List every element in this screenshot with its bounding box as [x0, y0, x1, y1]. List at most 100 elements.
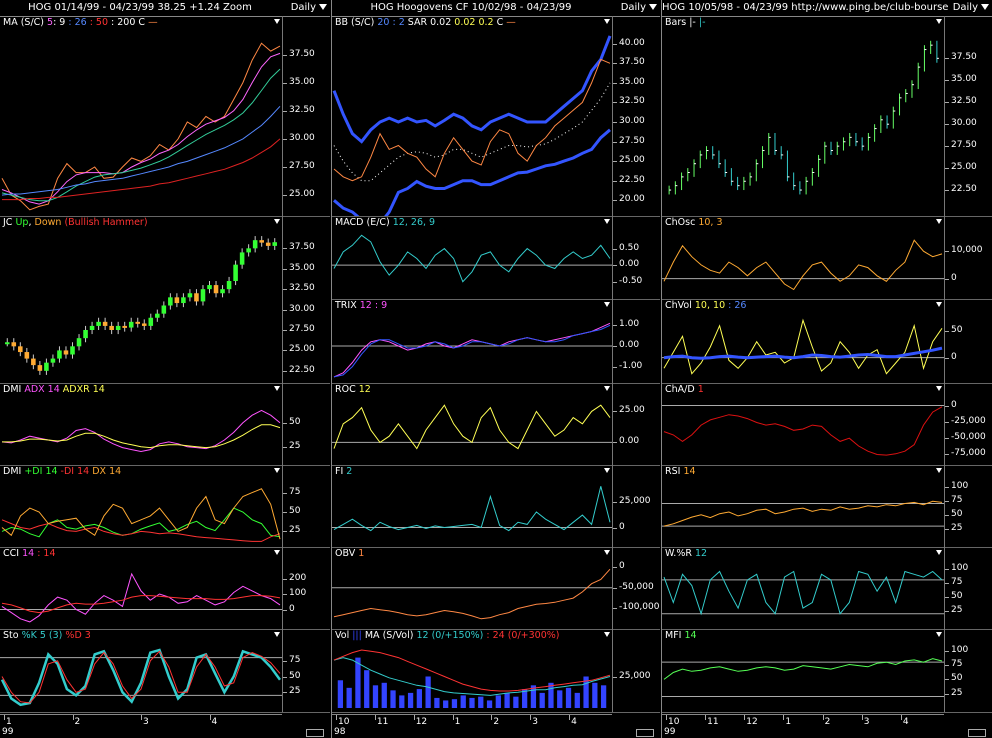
candle-body — [63, 350, 69, 355]
series-line-1 — [333, 404, 611, 450]
legend-entry: ChVol — [665, 300, 695, 311]
window-divider — [661, 0, 662, 738]
panel-menu-icon[interactable] — [604, 632, 610, 637]
panel-menu-icon[interactable] — [274, 19, 280, 24]
panel-roc: 25.00 0.00 ROC 12 — [332, 383, 660, 466]
series-line-1 — [333, 657, 611, 696]
series-line-1 — [0, 648, 282, 707]
candle-body — [37, 365, 43, 371]
candle-body — [11, 342, 17, 347]
panel-legend: DMI +DI 14 -DI 14 DX 14 — [3, 466, 121, 477]
time-tick — [705, 715, 707, 720]
panel-menu-icon[interactable] — [604, 468, 610, 473]
scroll-button[interactable] — [636, 729, 654, 737]
plot-chad — [662, 405, 944, 456]
time-label: 2 — [74, 717, 81, 727]
year-label: 99 — [2, 727, 14, 737]
panel-menu-icon[interactable] — [936, 219, 942, 224]
price-scale-fi: 25,000 0 — [612, 465, 660, 547]
legend-entry: DMI — [3, 384, 25, 395]
period-selector[interactable]: Daily — [620, 2, 646, 13]
scale-label: 0 — [619, 561, 625, 572]
panel-menu-icon[interactable] — [604, 219, 610, 224]
scale-tick — [283, 268, 287, 270]
time-label: 11 — [376, 717, 389, 727]
scale-label: 100 — [951, 562, 969, 573]
panel-menu-icon[interactable] — [274, 468, 280, 473]
window-title-bar: HOG 01/14/99 - 04/23/99 38.25 +1.24 Zoom… — [0, 0, 330, 17]
time-tick — [530, 715, 532, 720]
panel-dmi1: 50 25 DMI ADX 14 ADXR 14 — [0, 383, 330, 466]
scale-label: 0.00 — [619, 259, 640, 270]
panel-menu-icon[interactable] — [604, 19, 610, 24]
panel-menu-icon[interactable] — [936, 550, 942, 555]
volume-bar — [539, 692, 545, 708]
panel-menu-icon[interactable] — [936, 302, 942, 307]
scale-tick — [945, 168, 949, 170]
scale-label: 20.00 — [619, 194, 645, 205]
price-scale-wr: 100 75 50 25 — [944, 547, 992, 629]
scale-label: 37.50 — [951, 52, 977, 63]
candle-body — [31, 358, 36, 366]
scale-tick — [613, 141, 617, 143]
volume-bar — [390, 690, 396, 708]
panel-menu-icon[interactable] — [936, 386, 942, 391]
panel-bars: 37.50 35.00 32.50 30.00 27.50 25.00 22.50 Bars … — [662, 16, 992, 217]
scale-label: -100,000 — [619, 602, 660, 613]
series-line-3 — [333, 128, 611, 216]
scale-label: 50 — [289, 670, 301, 681]
legend-entry: 10, 10 — [694, 300, 729, 311]
scale-tick — [945, 190, 949, 192]
scale-label: 0 — [951, 351, 957, 362]
period-dropdown-icon[interactable] — [981, 4, 989, 10]
period-selector[interactable]: Daily — [290, 2, 316, 13]
legend-entry: Up — [15, 217, 29, 228]
legend-entry: : 9 — [53, 17, 69, 28]
plot-bars — [668, 40, 939, 195]
panel-cci: 200 100 0 CCI 14 : 14 — [0, 547, 330, 630]
scale-label: 50 — [951, 325, 963, 335]
scale-label: 10,000 — [951, 245, 983, 256]
scroll-button[interactable] — [306, 729, 324, 737]
panel-menu-icon[interactable] — [604, 386, 610, 391]
scale-tick — [283, 512, 287, 513]
price-scale-dmi2: 75 50 25 — [282, 465, 330, 547]
scale-tick — [945, 124, 949, 126]
panel-menu-icon[interactable] — [936, 19, 942, 24]
panel-menu-icon[interactable] — [274, 550, 280, 555]
panel-sto: 75 50 25 Sto %K 5 (3) %D 3 — [0, 629, 330, 713]
panel-menu-icon[interactable] — [604, 550, 610, 555]
price-scale-rsi: 100 75 50 25 — [944, 465, 992, 547]
candle-body — [181, 297, 186, 304]
period-dropdown-icon[interactable] — [319, 4, 327, 10]
candle-body — [18, 346, 23, 353]
legend-entry: : 14 — [34, 548, 56, 559]
series-line-2 — [333, 649, 611, 692]
panel-menu-icon[interactable] — [604, 302, 610, 307]
legend-entry: : 26 — [728, 300, 747, 311]
candle-body — [200, 289, 206, 302]
time-axis: 1 2 3 4 99 — [0, 714, 282, 738]
legend-entry: 1 — [358, 548, 365, 559]
volume-bar — [574, 692, 580, 708]
panel-menu-icon[interactable] — [274, 219, 280, 224]
scroll-button[interactable] — [968, 729, 986, 737]
panel-menu-icon[interactable] — [936, 632, 942, 637]
scale-label: 25.00 — [619, 155, 645, 166]
panel-menu-icon[interactable] — [274, 386, 280, 391]
candle-body — [220, 289, 225, 294]
legend-entry: 5 — [47, 17, 54, 28]
series-line-1 — [663, 570, 943, 616]
scale-tick — [613, 248, 617, 250]
period-selector[interactable]: Daily — [952, 2, 978, 13]
legend-entry: ||| — [352, 630, 362, 641]
chart-window-1: HOG 01/14/99 - 04/23/99 38.25 +1.24 Zoom… — [0, 0, 330, 738]
scale-tick — [945, 514, 949, 516]
panel-menu-icon[interactable] — [274, 632, 280, 637]
legend-entry: ADXR 14 — [62, 384, 105, 395]
period-dropdown-icon[interactable] — [649, 4, 657, 10]
candle-body — [128, 321, 134, 328]
scale-label: 35.00 — [289, 76, 315, 87]
panel-menu-icon[interactable] — [936, 468, 942, 473]
scale-tick — [283, 692, 287, 694]
